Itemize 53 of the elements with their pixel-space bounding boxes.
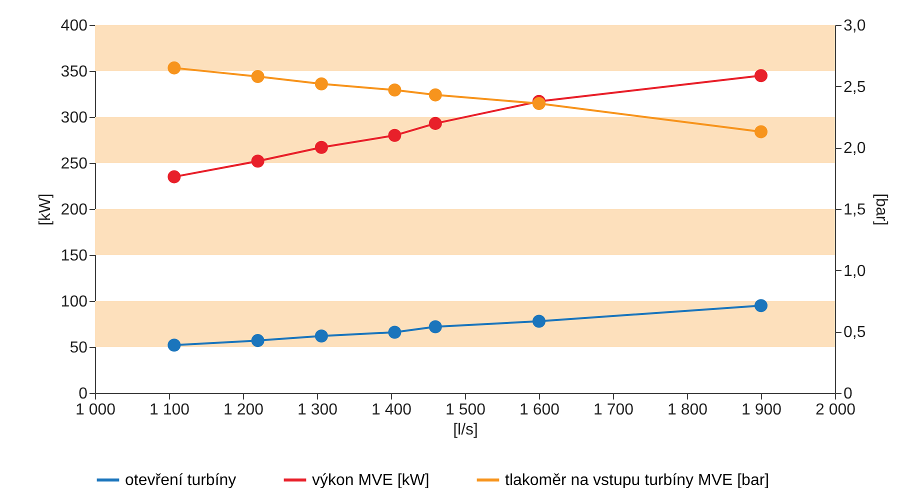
point	[168, 61, 181, 74]
y2-tick-label: 1,5	[844, 202, 866, 218]
point	[754, 125, 768, 138]
x-tick-label: 1 200	[223, 402, 264, 418]
x-tick-label: 1 100	[149, 402, 190, 418]
y-tick-label: 300	[60, 110, 88, 126]
point	[314, 329, 328, 342]
y2-axis-title: [bar]	[872, 193, 890, 226]
point	[388, 84, 402, 97]
y2-tick-label: 2,0	[844, 140, 866, 158]
x-axis-title: [l/s]	[453, 422, 478, 438]
y-tick-label: 400	[60, 18, 88, 34]
x-tick-label: 2 000	[815, 402, 856, 418]
x-tick-label: 1 800	[667, 402, 708, 418]
x-tick-label: 1 400	[371, 402, 412, 418]
y2-tick-label: 3,0	[844, 18, 866, 34]
y2-tick-label: 2,5	[844, 78, 866, 96]
point	[251, 154, 264, 168]
point	[314, 77, 328, 90]
point	[168, 338, 181, 352]
point	[532, 97, 546, 110]
x-tick-label: 1 000	[75, 402, 116, 418]
x-tick-label: 1 600	[519, 402, 560, 418]
point	[251, 70, 264, 84]
point	[428, 116, 442, 130]
x-tick-label: 1 700	[593, 402, 634, 418]
point	[314, 140, 328, 154]
y2-tick-label: 1,0	[844, 262, 866, 280]
y-tick-label: 200	[60, 202, 88, 218]
y-tick-label: 50	[70, 340, 88, 356]
point	[251, 334, 264, 348]
point	[754, 69, 768, 82]
y-tick-label: 100	[60, 294, 88, 310]
y2-tick-label: 0	[844, 386, 852, 402]
y-axis-title: [kW]	[36, 194, 54, 226]
legend-label: tlakoměr na vstupu turbíny MVE [bar]	[505, 472, 770, 488]
y-tick-label: 0	[78, 386, 88, 402]
point	[388, 326, 402, 339]
y-tick-label: 250	[60, 156, 88, 172]
point	[428, 88, 442, 102]
x-tick-label: 1 500	[445, 402, 486, 418]
y-tick-label: 350	[60, 64, 88, 80]
legend-label: otevření turbíny	[125, 472, 236, 488]
legend-label: výkon MVE [kW]	[312, 472, 430, 488]
point	[754, 299, 768, 312]
point	[168, 170, 181, 184]
point	[532, 314, 546, 328]
y2-tick-label: 0,5	[844, 324, 866, 342]
point	[428, 320, 442, 334]
point	[388, 128, 402, 142]
y-tick-label: 150	[60, 248, 88, 264]
x-tick-label: 1 300	[297, 402, 338, 418]
x-tick-label: 1 900	[741, 402, 782, 418]
